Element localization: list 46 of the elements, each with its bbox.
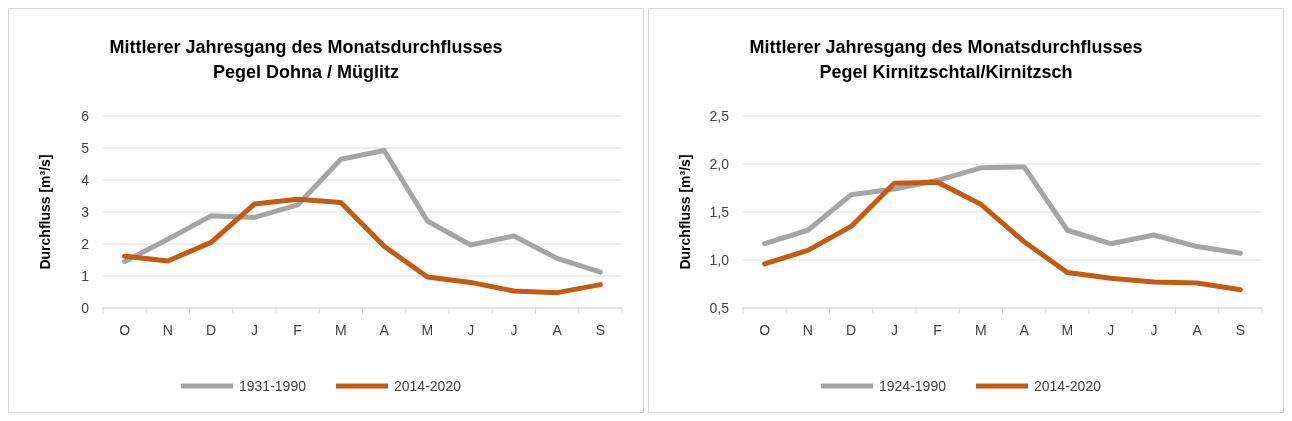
chart-subtitle: Pegel Kirnitzschtal/Kirnitzsch <box>819 62 1073 82</box>
y-tick-label: 2,0 <box>709 155 730 172</box>
x-tick-label: M <box>335 322 347 338</box>
chart-title: Mittlerer Jahresgang des Monatsdurchflusses <box>109 37 503 57</box>
x-tick-label: A <box>1019 322 1030 338</box>
x-tick-label: N <box>802 322 813 338</box>
legend-label: 2014-2020 <box>1034 377 1102 394</box>
y-tick-label: 1 <box>81 267 90 284</box>
y-tick-label: 1,5 <box>709 203 730 220</box>
x-tick-label: J <box>467 322 475 338</box>
y-tick-label: 5 <box>81 139 90 156</box>
x-tick-label: S <box>1235 322 1246 338</box>
x-tick-label: M <box>421 322 434 338</box>
x-tick-label: N <box>162 322 173 338</box>
y-tick-label: 2,5 <box>709 107 730 124</box>
x-tick-label: A <box>379 322 390 338</box>
chart-subtitle: Pegel Dohna / Müglitz <box>212 62 400 82</box>
x-tick-label: M <box>1061 322 1074 338</box>
y-tick-label: 3 <box>81 203 90 220</box>
y-tick-label: 2 <box>81 235 90 252</box>
y-tick-label: 0 <box>81 299 90 316</box>
x-tick-label: F <box>293 322 302 338</box>
y-axis-title: Durchfluss [m³/s] <box>37 154 53 270</box>
y-tick-label: 4 <box>81 171 90 188</box>
x-tick-label: J <box>510 322 518 338</box>
x-tick-label: F <box>933 322 942 338</box>
y-tick-label: 6 <box>81 107 90 124</box>
chart-title: Mittlerer Jahresgang des Monatsdurchflusses <box>749 37 1143 57</box>
x-tick-label: S <box>595 322 606 338</box>
x-tick-label: A <box>1192 322 1203 338</box>
x-tick-label: J <box>1150 322 1158 338</box>
x-tick-label: J <box>1107 322 1115 338</box>
y-tick-label: 0,5 <box>709 299 730 316</box>
y-tick-label: 1,0 <box>709 251 730 268</box>
x-tick-label: M <box>975 322 987 338</box>
x-tick-label: D <box>206 322 217 338</box>
legend-label: 2014-2020 <box>394 377 462 394</box>
x-tick-label: J <box>250 322 258 338</box>
x-tick-label: O <box>759 322 771 338</box>
legend-label: 1931-1990 <box>239 377 307 394</box>
x-tick-label: O <box>119 322 131 338</box>
legend-label: 1924-1990 <box>879 377 947 394</box>
x-tick-label: D <box>846 322 857 338</box>
y-axis-title: Durchfluss [m³/s] <box>677 154 693 270</box>
x-tick-label: A <box>552 322 563 338</box>
x-tick-label: J <box>890 322 898 338</box>
